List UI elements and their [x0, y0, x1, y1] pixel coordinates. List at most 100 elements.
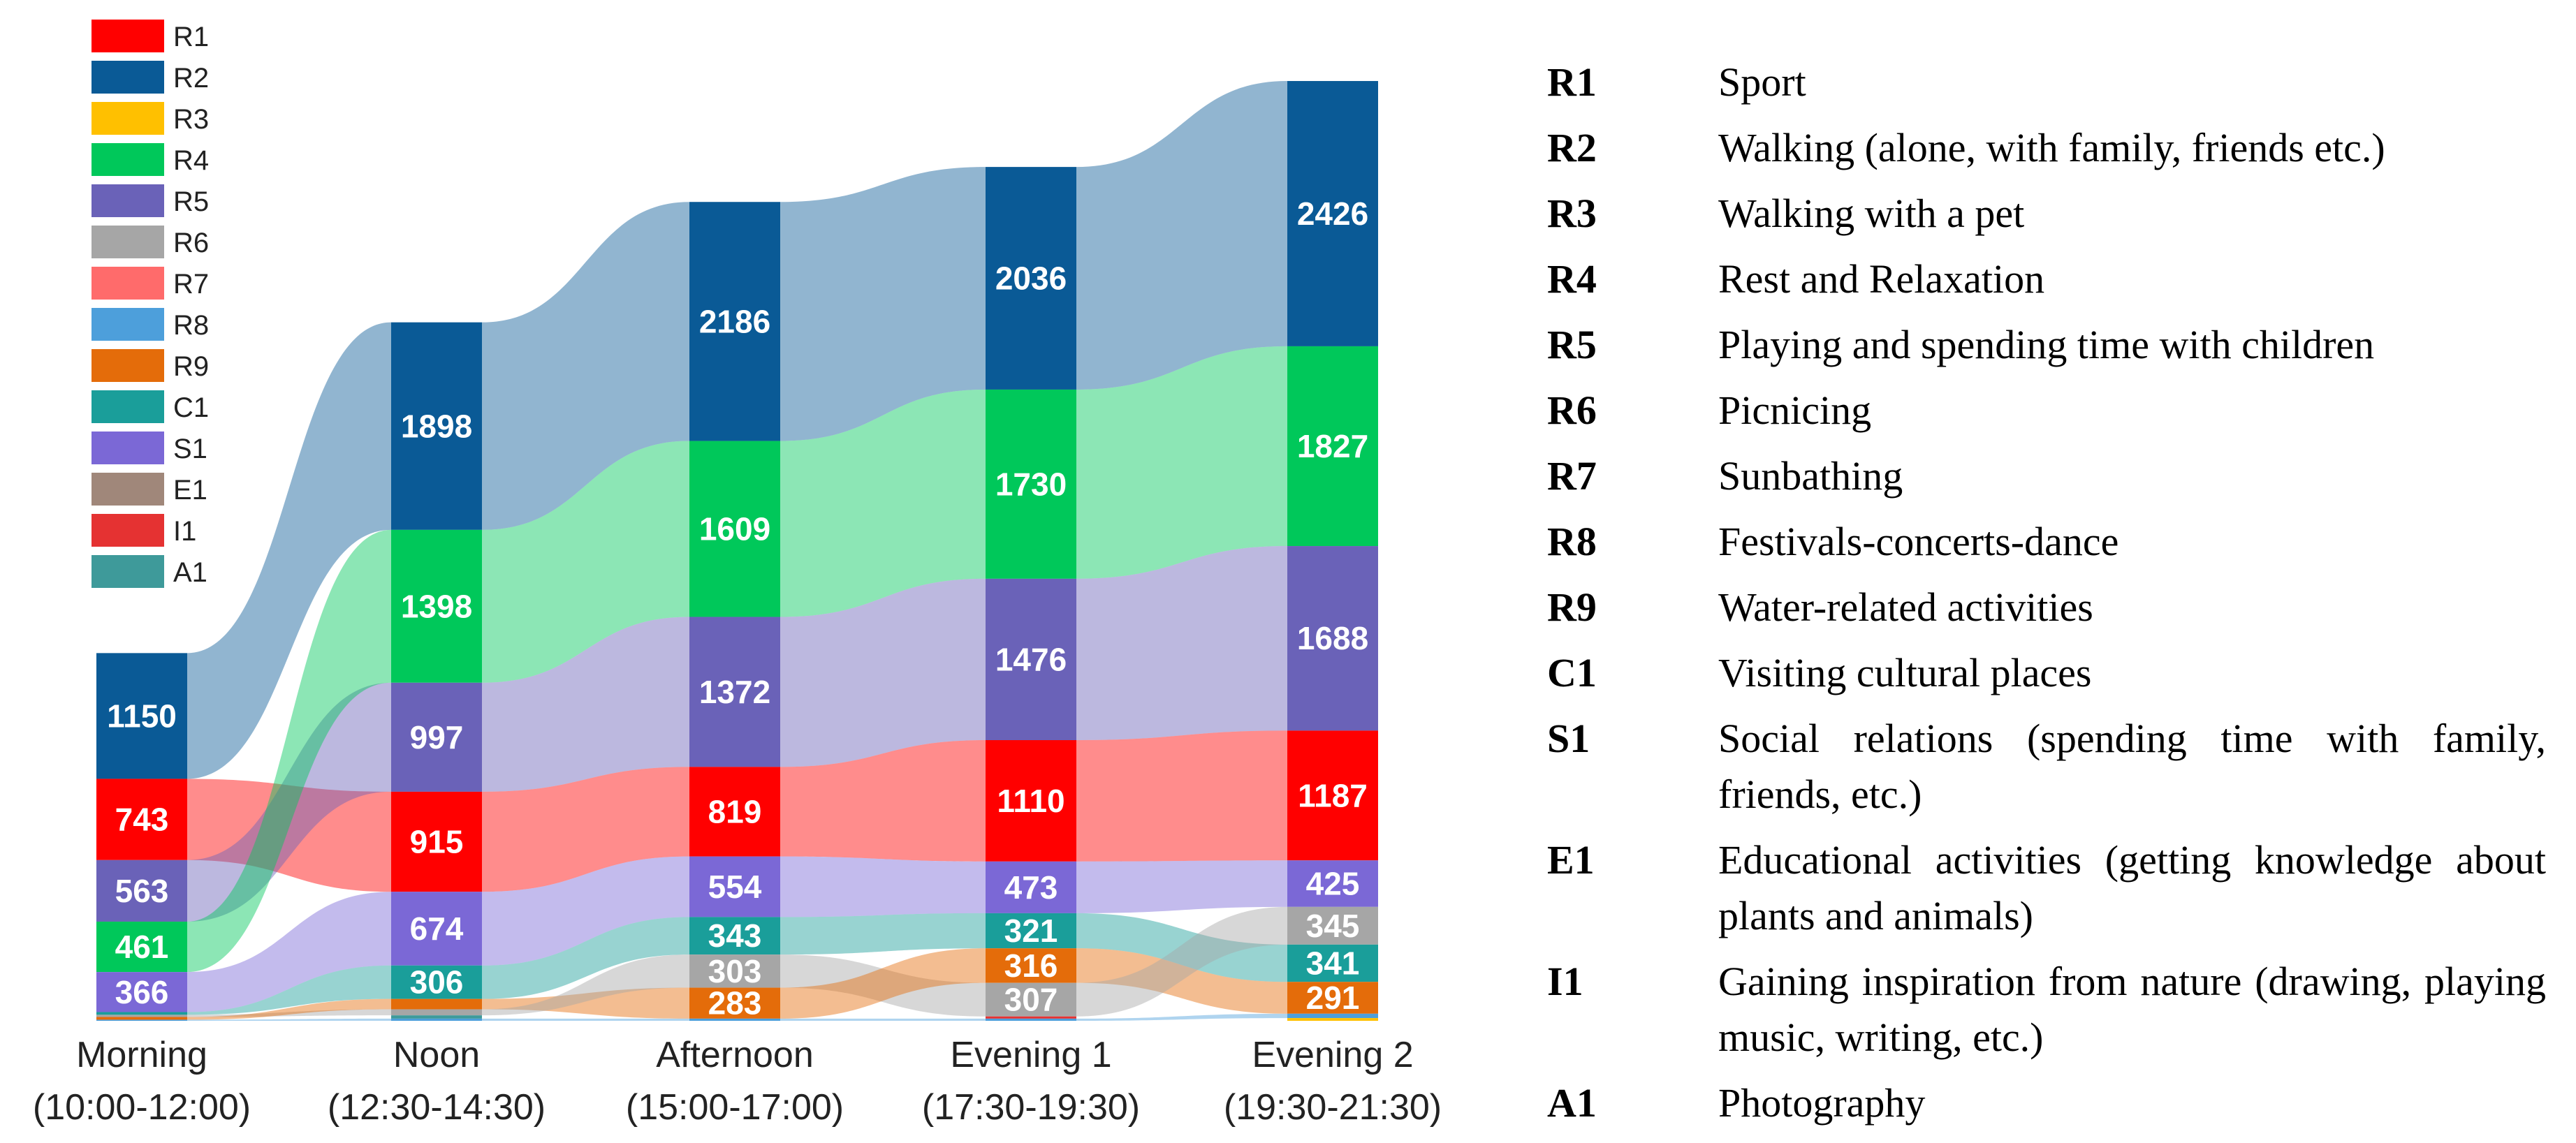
bar-r1-0 [96, 779, 187, 860]
value-label-r2-3: 2036 [995, 260, 1067, 297]
time-range-4: (19:30-21:30) [1224, 1087, 1442, 1128]
legend-label-r2: R2 [173, 63, 209, 94]
bar-r5-2 [689, 617, 780, 767]
bar-r1-4 [1287, 730, 1378, 861]
legend-swatch-s1 [92, 432, 164, 464]
bar-r4-3 [986, 389, 1076, 579]
code-description: Gaining inspiration from nature (drawing… [1718, 959, 2546, 1060]
code-description: Social relations (spending time with fam… [1718, 716, 2546, 817]
flow-r5-3 [1076, 546, 1287, 741]
code-key: R7 [1547, 453, 1597, 499]
value-label-s1-2: 554 [708, 869, 762, 905]
flow-s1-2 [780, 856, 986, 917]
bar-layer [96, 81, 1378, 1021]
bar-r2-1 [391, 322, 482, 530]
code-description: Playing and spending time with children [1718, 322, 2375, 367]
bar-r9-4 [1287, 982, 1378, 1014]
code-row-r8: R8 Festivals-concerts-dance [1547, 514, 2546, 570]
bar-r2-0 [96, 653, 187, 779]
flow-r8-2 [780, 1018, 986, 1021]
flow-r5-0 [187, 682, 391, 922]
bar-r5-4 [1287, 546, 1378, 731]
bar-r6-3 [986, 982, 1076, 1017]
flow-s1-0 [187, 892, 391, 1012]
legend-label-r1: R1 [173, 22, 209, 52]
code-row-r3: R3 Walking with a pet [1547, 186, 2546, 242]
code-description: Picnicing [1718, 388, 1872, 433]
flow-r9-0 [187, 998, 391, 1020]
bar-r8-2 [689, 1018, 780, 1021]
flow-r9-2 [780, 948, 986, 1019]
time-range-1: (12:30-14:30) [328, 1087, 546, 1128]
legend-swatch-r7 [92, 267, 164, 300]
value-label-r2-2: 2186 [699, 303, 770, 339]
time-label-1: Noon [393, 1035, 480, 1075]
legend-swatch-a1 [92, 555, 164, 588]
code-row-e1: E1 Educational activities (getting knowle… [1547, 832, 2546, 944]
bar-i1-3 [986, 1016, 1076, 1019]
value-label-r5-2: 1372 [699, 674, 770, 710]
value-label-r4-0: 461 [115, 929, 169, 965]
time-label-0: Morning [76, 1035, 207, 1075]
chart-legend: R1 R2 R3 R4 R5 R6 R7 R8 R9 C1 S1 E1 I1 A1 [92, 20, 209, 588]
legend-label-r5: R5 [173, 186, 209, 217]
flow-r4-3 [1076, 346, 1287, 579]
flow-r8-0 [187, 1018, 391, 1021]
code-key: R9 [1547, 584, 1597, 630]
code-row-r1: R1 Sport [1547, 54, 2546, 110]
time-label-2: Afternoon [656, 1035, 814, 1075]
flow-r8-3 [1076, 1013, 1287, 1021]
bar-r1-3 [986, 740, 1076, 862]
bar-r4-2 [689, 441, 780, 617]
time-axis: Morning (10:00-12:00) Noon (12:30-14:30) Aft… [33, 1035, 1442, 1128]
legend-swatch-r9 [92, 349, 164, 382]
code-key: R8 [1547, 519, 1597, 564]
flow-s1-3 [1076, 860, 1287, 913]
flow-r1-1 [482, 767, 689, 892]
value-label-r6-3: 307 [1004, 982, 1058, 1018]
flow-r9-3 [1076, 948, 1287, 1014]
code-key: R4 [1547, 256, 1597, 302]
flow-r4-1 [482, 441, 689, 683]
code-key: R1 [1547, 59, 1597, 105]
bar-r5-0 [96, 860, 187, 922]
value-label-r1-1: 915 [410, 824, 464, 860]
legend-label-r3: R3 [173, 104, 209, 135]
time-label-4: Evening 2 [1252, 1035, 1413, 1075]
flow-c1-3 [1076, 913, 1287, 982]
code-row-c1: C1 Visiting cultural places [1547, 645, 2546, 701]
code-row-r7: R7 Sunbathing [1547, 448, 2546, 504]
legend-swatch-r2 [92, 61, 164, 94]
bar-c1-3 [986, 913, 1076, 949]
bar-r3-4 [1287, 1018, 1378, 1021]
code-description: Water-related activities [1718, 584, 2093, 630]
bar-s1-4 [1287, 860, 1378, 907]
code-description: Walking with a pet [1718, 191, 2025, 236]
code-row-r9: R9 Water-related activities [1547, 580, 2546, 635]
legend-swatch-c1 [92, 390, 164, 423]
code-row-i1: I1 Gaining inspiration from nature (drawi… [1547, 954, 2546, 1065]
value-label-r6-4: 345 [1306, 908, 1360, 944]
code-description: Visiting cultural places [1718, 650, 2092, 695]
code-key: A1 [1547, 1080, 1597, 1126]
value-label-c1-4: 341 [1306, 945, 1360, 982]
value-label-r1-3: 1110 [997, 783, 1064, 819]
bar-r6-0 [96, 1015, 187, 1017]
legend-swatch-e1 [92, 473, 164, 506]
bar-s1-0 [96, 972, 187, 1012]
value-label-r5-3: 1476 [995, 641, 1067, 677]
bar-r4-0 [96, 921, 187, 973]
value-label-s1-0: 366 [115, 974, 169, 1010]
flow-r6-3 [1076, 906, 1287, 1017]
bar-r8-0 [96, 1019, 187, 1021]
bar-a1-1 [391, 1015, 482, 1019]
code-key: R6 [1547, 388, 1597, 433]
bar-r9-1 [391, 998, 482, 1010]
time-range-0: (10:00-12:00) [33, 1087, 251, 1128]
bar-r2-2 [689, 202, 780, 441]
bar-r6-1 [391, 1009, 482, 1016]
flow-r6-1 [482, 954, 689, 1016]
flow-r9-1 [482, 987, 689, 1019]
bar-r9-3 [986, 948, 1076, 983]
flow-c1-2 [780, 913, 986, 955]
